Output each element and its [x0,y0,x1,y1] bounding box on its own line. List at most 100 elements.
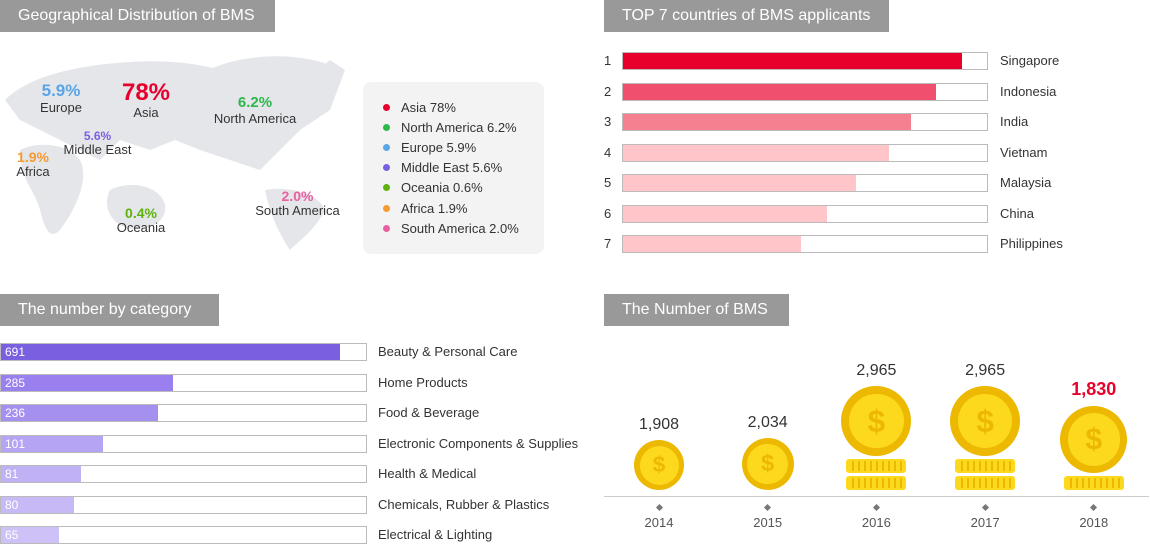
map-region: South America [255,203,340,219]
coin-column: 2,965 $ [821,362,931,490]
map-pct: 1.9% [17,149,49,165]
bar-track: 65 [0,526,367,544]
top7-header: TOP 7 countries of BMS applicants [604,0,889,32]
map-label-south-america: 2.0% South America [245,188,350,219]
map-region: Oceania [116,220,166,236]
legend-dot [383,123,390,131]
coin-column: 2,965 $ [930,362,1040,490]
map-pct: 78% [121,79,171,106]
coin-stack [955,459,1016,473]
bar-fill [623,114,911,130]
bar-track: 101 [0,434,367,453]
year-marker-icon [655,503,663,512]
map-region: Middle East [63,142,132,158]
country-bar-row: 6 China [604,204,1149,223]
country-label: China [1000,205,1034,221]
legend-label: Middle East 5.6% [401,160,503,176]
category-label: Electronic Components & Supplies [378,435,579,451]
category-bar-row: 81 Health & Medical [0,465,600,483]
coin-icon: $ [741,438,794,490]
bar-value: 80 [5,497,19,512]
country-bar-row: 5 Malaysia [604,174,1149,192]
category-bar-row: 80 Chemicals, Rubber & Plastics [0,495,600,514]
country-bar-row: 7 Philippines [604,235,1149,253]
bar-track: 691 [0,343,367,361]
map-pct: 5.9% [41,81,81,100]
category-bar-row: 65 Electrical & Lighting [0,526,600,544]
coin-icon: $ [1060,406,1128,473]
map-label-middle-east: 5.6% Middle East [55,129,140,158]
legend-label: North America 6.2% [401,119,517,135]
coin-column: 2,034 $ [713,414,823,490]
rank: 1 [604,53,612,68]
bar-track [622,235,988,253]
baseline [604,496,1149,497]
legend-label: Africa 1.9% [401,200,468,216]
rank: 6 [604,205,612,221]
legend-item: Middle East 5.6% [383,158,544,178]
map-pct: 6.2% [237,94,273,111]
year-marker-icon [872,503,880,512]
country-label: Indonesia [1000,83,1057,99]
map-label-asia: 78% Asia [112,79,180,121]
bar-track: 81 [0,465,367,483]
legend-item: Oceania 0.6% [383,178,544,198]
bar-track [622,174,988,192]
bar-value: 81 [5,467,19,481]
bar-fill [623,53,962,69]
bar-value: 691 [5,345,26,359]
country-label: Singapore [1000,53,1060,68]
map-legend: Asia 78% North America 6.2% Europe 5.9% Mid… [363,82,544,254]
legend-dot [383,204,390,212]
legend-label: South America 2.0% [401,220,519,236]
category-label: Health & Medical [378,466,477,481]
map-label-africa: 1.9% Africa [6,149,60,180]
year-marker-icon [981,503,989,512]
year-label: 2016 [861,515,891,530]
legend-label: Oceania 0.6% [401,180,483,196]
category-bar-row: 285 Home Products [0,373,600,392]
bar-value: 101 [5,436,26,451]
category-header: The number by category [0,294,219,326]
map-label-north-america: 6.2% North America [200,94,310,126]
category-label: Beauty & Personal Care [378,344,518,359]
bar-track [622,204,988,223]
bar-track: 236 [0,404,367,422]
map-region: Africa [16,164,50,180]
coin-stack [846,459,907,473]
bar-value: 236 [5,406,26,420]
bar-track: 285 [0,373,367,392]
bar-track: 80 [0,495,367,514]
legend-item: Asia 78% [383,97,544,117]
coin-stack [1063,476,1124,490]
legend-label: Asia 78% [401,99,456,115]
bar-track [622,82,988,101]
bar-fill: 65 [1,527,60,543]
coin-column: 1,830 $ [1039,379,1149,490]
country-bar-row: 3 India [604,113,1149,131]
legend-dot [383,164,390,172]
bms-value: 2,034 [747,414,788,431]
legend-label: Europe 5.9% [401,139,477,155]
country-bar-row: 2 Indonesia [604,82,1149,101]
category-bar-row: 101 Electronic Components & Supplies [0,434,600,453]
legend-item: North America 6.2% [383,117,544,137]
map-region: Asia [133,105,159,121]
bar-fill: 101 [1,435,104,452]
country-label: Malaysia [1000,175,1052,190]
legend-item: South America 2.0% [383,218,544,238]
legend-dot [383,184,390,192]
bar-fill [623,83,937,100]
coin-stack [846,476,907,490]
bar-fill: 285 [1,374,173,391]
year-marker-icon [1090,503,1098,512]
legend-item: Africa 1.9% [383,198,544,218]
year-label: 2018 [1079,515,1109,530]
bar-value: 285 [5,375,26,390]
coin-icon: $ [634,440,684,490]
coin-icon: $ [950,386,1021,456]
bar-value: 65 [5,528,19,542]
country-bar-row: 4 Vietnam [604,143,1149,162]
bar-track [622,143,988,162]
coin-icon: $ [841,386,912,456]
